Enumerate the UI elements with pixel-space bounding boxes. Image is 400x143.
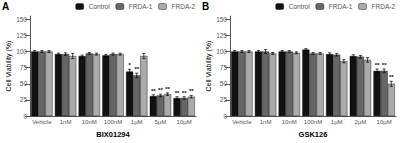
svg-text:A: A — [2, 1, 9, 12]
svg-text:0: 0 — [23, 113, 27, 120]
svg-text:Vehicle: Vehicle — [232, 119, 252, 125]
svg-text:150: 150 — [216, 16, 227, 23]
svg-text:B: B — [202, 1, 209, 12]
svg-text:**: ** — [165, 86, 170, 92]
svg-text:Vehicle: Vehicle — [32, 119, 52, 125]
svg-text:**: ** — [189, 88, 194, 94]
svg-text:FRDA-1: FRDA-1 — [129, 3, 153, 10]
svg-text:0: 0 — [223, 113, 227, 120]
svg-text:10nM: 10nM — [82, 119, 97, 125]
svg-text:**: ** — [375, 62, 380, 68]
svg-text:150: 150 — [16, 16, 27, 23]
svg-text:Control: Control — [89, 3, 111, 10]
svg-text:**: ** — [151, 88, 156, 94]
svg-text:**: ** — [182, 90, 187, 96]
svg-text:Cell Viability (%): Cell Viability (%) — [205, 41, 213, 92]
svg-text:FRDA-2: FRDA-2 — [372, 3, 396, 10]
svg-text:50: 50 — [20, 80, 28, 87]
svg-text:5μM: 5μM — [155, 119, 167, 125]
svg-text:**: ** — [175, 90, 180, 96]
svg-text:2μM: 2μM — [355, 119, 367, 125]
svg-text:1nM: 1nM — [60, 119, 72, 125]
svg-text:*: * — [128, 62, 131, 68]
svg-text:Control: Control — [289, 3, 311, 10]
svg-text:1μM: 1μM — [331, 119, 343, 125]
svg-text:10μM: 10μM — [177, 119, 192, 125]
svg-text:125: 125 — [216, 32, 227, 39]
svg-text:1μM: 1μM — [131, 119, 143, 125]
svg-text:**: ** — [382, 62, 387, 68]
svg-text:**: ** — [134, 66, 139, 72]
svg-text:FRDA-2: FRDA-2 — [172, 3, 196, 10]
svg-text:100nM: 100nM — [304, 119, 322, 125]
svg-text:50: 50 — [220, 80, 228, 87]
svg-text:75: 75 — [20, 64, 28, 71]
svg-text:100: 100 — [16, 48, 27, 55]
svg-text:75: 75 — [220, 64, 228, 71]
svg-text:1nM: 1nM — [260, 119, 272, 125]
svg-text:GSK126: GSK126 — [299, 130, 328, 139]
svg-text:**: ** — [389, 74, 394, 80]
svg-text:25: 25 — [20, 96, 28, 103]
svg-text:Cell Viability (%): Cell Viability (%) — [5, 41, 13, 92]
svg-text:BIX01294: BIX01294 — [96, 130, 130, 139]
svg-text:10nM: 10nM — [282, 119, 297, 125]
svg-text:25: 25 — [220, 96, 228, 103]
svg-text:100: 100 — [216, 48, 227, 55]
svg-text:125: 125 — [16, 32, 27, 39]
svg-text:**: ** — [158, 87, 163, 93]
svg-text:100nM: 100nM — [104, 119, 122, 125]
svg-text:10μM: 10μM — [377, 119, 392, 125]
svg-text:FRDA-1: FRDA-1 — [329, 3, 353, 10]
